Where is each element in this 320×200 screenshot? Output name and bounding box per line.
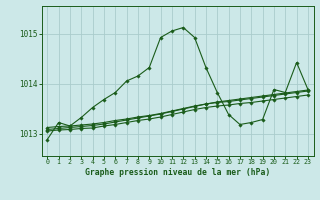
X-axis label: Graphe pression niveau de la mer (hPa): Graphe pression niveau de la mer (hPa)	[85, 168, 270, 177]
